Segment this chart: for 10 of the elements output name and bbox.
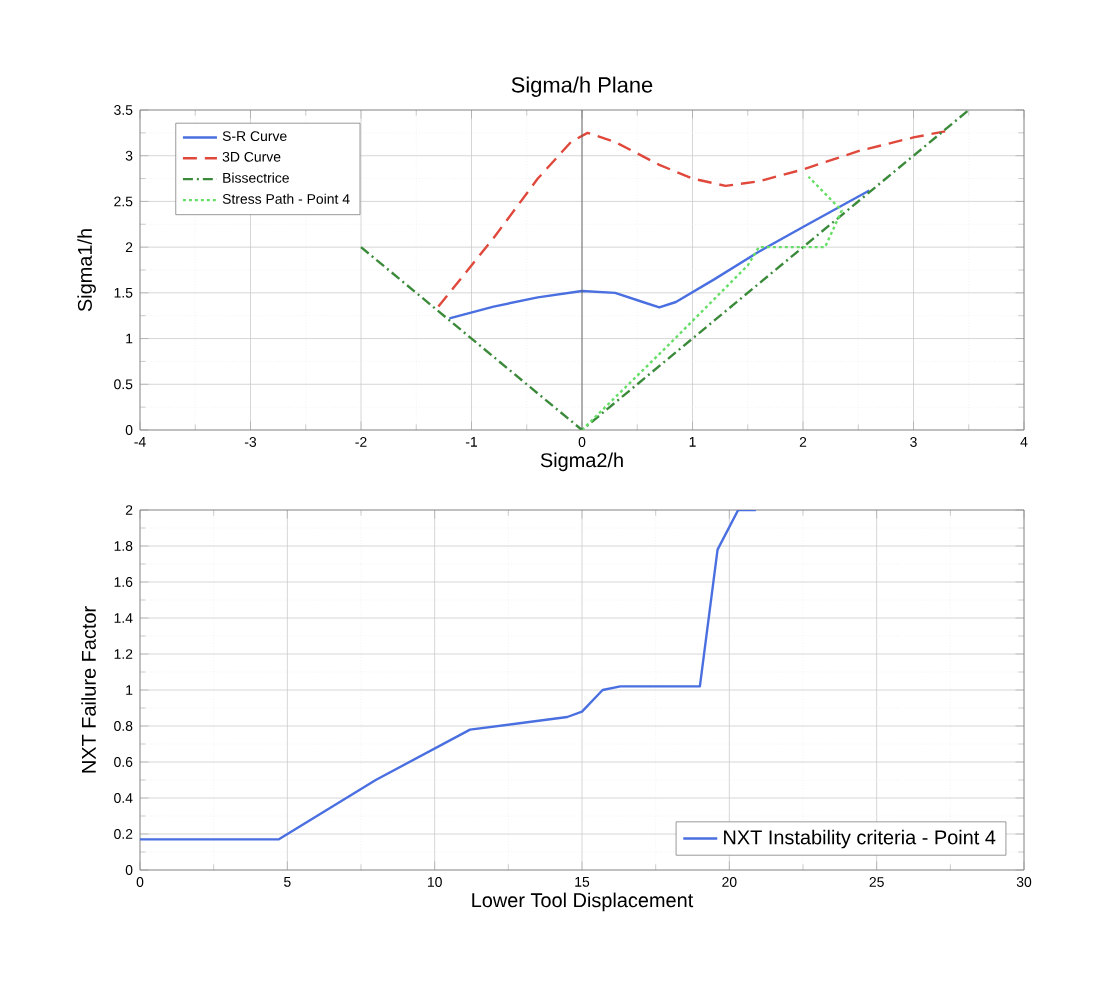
y-axis-title: Sigma1/h xyxy=(77,229,96,312)
y-axis-title: NXT Failure Factor xyxy=(81,606,96,773)
chart-title: Sigma/h Plane xyxy=(511,76,653,97)
x-axis-title: Lower Tool Displacement xyxy=(472,892,694,912)
line-series xyxy=(437,129,948,308)
legend-label: NXT Instability criteria - Point 4 xyxy=(724,829,996,849)
line-series xyxy=(140,510,758,841)
x-axis-title: Sigma2/h xyxy=(540,452,623,472)
line-series xyxy=(580,175,843,430)
line-series xyxy=(448,189,871,320)
